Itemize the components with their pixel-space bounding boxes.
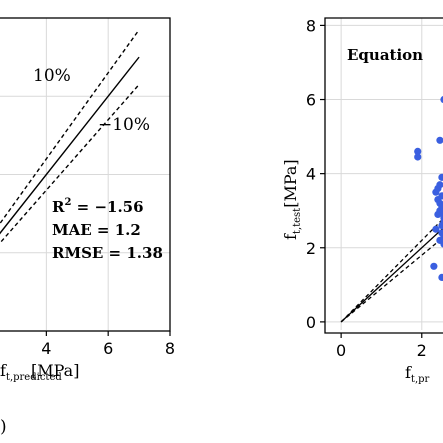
- right-grid: [325, 18, 443, 330]
- scatter-point: [440, 96, 443, 104]
- right-y-tick-label: 6: [306, 91, 316, 110]
- left-reference-lines: [0, 29, 140, 245]
- r2-superscript: 2: [64, 197, 71, 208]
- right-x-tick-label: 2: [417, 341, 427, 360]
- r2-label: R: [52, 198, 65, 216]
- left-mae-annotation: MAE = 1.2: [52, 221, 141, 239]
- right-chart-title: Equation: [347, 46, 423, 64]
- scatter-point: [430, 262, 438, 270]
- left-lower-band-label: −10%: [98, 115, 150, 135]
- right-x-label-sub: t,pr: [411, 374, 430, 385]
- scatter-point: [432, 225, 440, 233]
- right-y-label-unit: [MPa]: [281, 159, 300, 207]
- right-y-tick-label: 0: [306, 313, 316, 332]
- left-upper-band-label: 10%: [33, 66, 71, 86]
- right-line-lower: [340, 236, 443, 323]
- left-x-ticks: 4 6 8: [41, 331, 175, 358]
- scatter-point: [436, 181, 443, 189]
- right-x-label-main: f: [405, 363, 412, 382]
- right-line-identity: [340, 227, 443, 323]
- right-x-axis-label: ft,pr: [405, 363, 430, 385]
- right-line-upper: [340, 217, 443, 323]
- left-x-label-main: f: [0, 361, 7, 380]
- right-y-label-main: f: [281, 233, 300, 240]
- right-y-axis-label: ft,test[MPa]: [281, 159, 303, 240]
- scatter-point: [438, 192, 443, 200]
- left-x-tick-label: 4: [41, 339, 51, 358]
- left-axes-frame: [0, 17, 171, 332]
- left-line-upper: [0, 29, 140, 225]
- right-y-tick-label: 2: [306, 239, 316, 258]
- panel-label: ): [0, 417, 7, 437]
- right-scatter-points: [414, 96, 443, 282]
- right-y-tick-label: 4: [306, 165, 316, 184]
- scatter-point: [438, 173, 443, 181]
- right-y-ticks: 0 2 4 6 8: [306, 16, 325, 332]
- right-reference-lines: [340, 217, 443, 323]
- left-x-label-sub: t,predicted: [6, 372, 62, 383]
- scatter-point: [414, 147, 422, 156]
- left-line-lower: [0, 84, 140, 245]
- right-y-label-sub: t,test: [292, 208, 303, 234]
- left-x-tick-label: 8: [165, 339, 175, 358]
- scatter-point: [434, 210, 442, 219]
- left-grid: [0, 18, 171, 330]
- right-x-tick-label: 0: [336, 341, 346, 360]
- scatter-point: [436, 136, 443, 144]
- scatter-point: [440, 240, 443, 248]
- left-r2-annotation: R2 = −1.56: [52, 197, 144, 216]
- left-chart: 4 6 8 10% −10% R2 = −1.56 MAE = 1.2 RMSE =…: [0, 17, 175, 437]
- left-x-label-unit: [MPa]: [31, 361, 79, 380]
- r2-value: = −1.56: [71, 198, 143, 216]
- scatter-point: [414, 153, 422, 161]
- right-axes-frame: [324, 17, 443, 334]
- left-line-identity: [0, 56, 140, 235]
- left-rmse-annotation: RMSE = 1.38: [52, 244, 163, 262]
- right-y-tick-label: 8: [306, 16, 316, 35]
- scatter-point: [438, 273, 443, 282]
- left-x-axis-label: ft,predicted[MPa]: [0, 361, 79, 383]
- left-x-tick-label: 6: [103, 339, 113, 358]
- scatter-point: [440, 218, 443, 226]
